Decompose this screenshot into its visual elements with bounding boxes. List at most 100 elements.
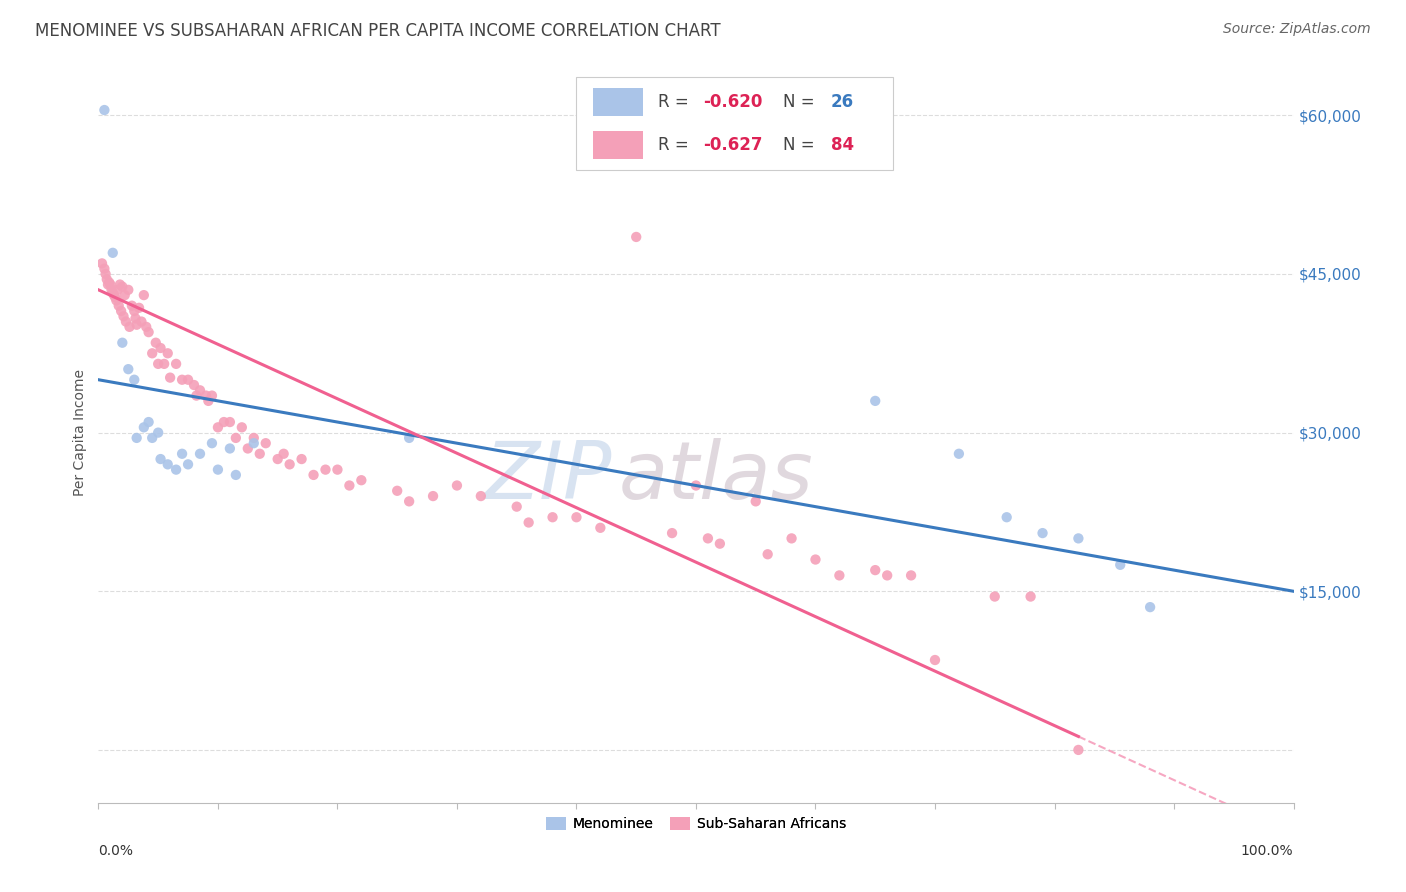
Point <box>105 293 128 308</box>
Point <box>138 415 160 429</box>
FancyBboxPatch shape <box>576 78 893 169</box>
Point <box>685 478 707 492</box>
Text: R =: R = <box>658 94 693 112</box>
Point <box>107 283 129 297</box>
Text: 26: 26 <box>831 94 853 112</box>
Point <box>225 431 247 445</box>
Point <box>267 452 290 467</box>
Point <box>350 473 373 487</box>
Point <box>197 393 219 408</box>
Text: N =: N = <box>783 94 820 112</box>
Point <box>865 563 887 577</box>
Point <box>339 478 361 492</box>
Point <box>470 489 492 503</box>
Point <box>148 357 170 371</box>
Point <box>249 447 271 461</box>
Point <box>398 431 420 445</box>
Point <box>131 315 153 329</box>
Point <box>302 467 325 482</box>
Text: R =: R = <box>658 136 693 153</box>
Point <box>188 447 211 461</box>
Point <box>114 288 136 302</box>
Text: atlas: atlas <box>619 438 813 516</box>
Point <box>111 335 134 350</box>
Legend: Menominee, Sub-Saharan Africans: Menominee, Sub-Saharan Africans <box>541 811 851 837</box>
Point <box>924 653 946 667</box>
Point <box>148 425 170 440</box>
Point <box>756 547 779 561</box>
Point <box>626 230 648 244</box>
Point <box>141 346 163 360</box>
Point <box>101 285 124 300</box>
Point <box>212 415 235 429</box>
Point <box>94 267 117 281</box>
Point <box>828 568 851 582</box>
Point <box>98 276 121 290</box>
Point <box>156 458 179 472</box>
Point <box>188 384 211 398</box>
Point <box>110 304 132 318</box>
Point <box>177 373 200 387</box>
Text: Source: ZipAtlas.com: Source: ZipAtlas.com <box>1223 22 1371 37</box>
Point <box>132 288 155 302</box>
Point <box>117 362 139 376</box>
Point <box>186 389 208 403</box>
Point <box>93 103 115 117</box>
Point <box>422 489 444 503</box>
Point <box>254 436 277 450</box>
Point <box>948 447 970 461</box>
Text: N =: N = <box>783 136 820 153</box>
Point <box>541 510 564 524</box>
Point <box>172 373 194 387</box>
Point <box>236 442 259 456</box>
Point <box>1019 590 1042 604</box>
Point <box>326 462 349 476</box>
Point <box>138 325 160 339</box>
Point <box>128 301 150 315</box>
Point <box>107 299 129 313</box>
Text: -0.620: -0.620 <box>703 94 762 112</box>
Point <box>709 536 731 550</box>
Text: ZIP: ZIP <box>485 438 613 516</box>
Point <box>804 552 827 566</box>
Point <box>876 568 898 582</box>
Point <box>195 389 218 403</box>
Point <box>145 335 167 350</box>
Point <box>865 393 887 408</box>
Point <box>112 310 135 324</box>
Point <box>115 315 138 329</box>
Point <box>446 478 468 492</box>
Point <box>201 436 224 450</box>
Point <box>172 447 194 461</box>
Point <box>124 304 146 318</box>
Point <box>201 389 224 403</box>
Point <box>697 532 720 546</box>
Point <box>165 462 187 476</box>
Point <box>231 420 253 434</box>
Point <box>125 318 148 332</box>
Point <box>96 272 118 286</box>
Y-axis label: Per Capita Income: Per Capita Income <box>73 369 87 496</box>
Point <box>101 245 124 260</box>
Point <box>984 590 1007 604</box>
Point <box>111 279 134 293</box>
Point <box>183 378 205 392</box>
Point <box>1139 600 1161 615</box>
Point <box>1067 532 1090 546</box>
Point <box>225 467 247 482</box>
Point <box>900 568 922 582</box>
FancyBboxPatch shape <box>593 88 644 117</box>
Point <box>273 447 295 461</box>
Point <box>589 521 612 535</box>
Point <box>149 341 172 355</box>
Point <box>91 256 114 270</box>
Point <box>315 462 337 476</box>
Point <box>165 357 187 371</box>
Point <box>156 346 179 360</box>
Point <box>153 357 176 371</box>
Point <box>207 462 229 476</box>
Point <box>243 431 266 445</box>
Text: 100.0%: 100.0% <box>1241 845 1294 858</box>
Point <box>149 452 172 467</box>
Text: MENOMINEE VS SUBSAHARAN AFRICAN PER CAPITA INCOME CORRELATION CHART: MENOMINEE VS SUBSAHARAN AFRICAN PER CAPI… <box>35 22 721 40</box>
